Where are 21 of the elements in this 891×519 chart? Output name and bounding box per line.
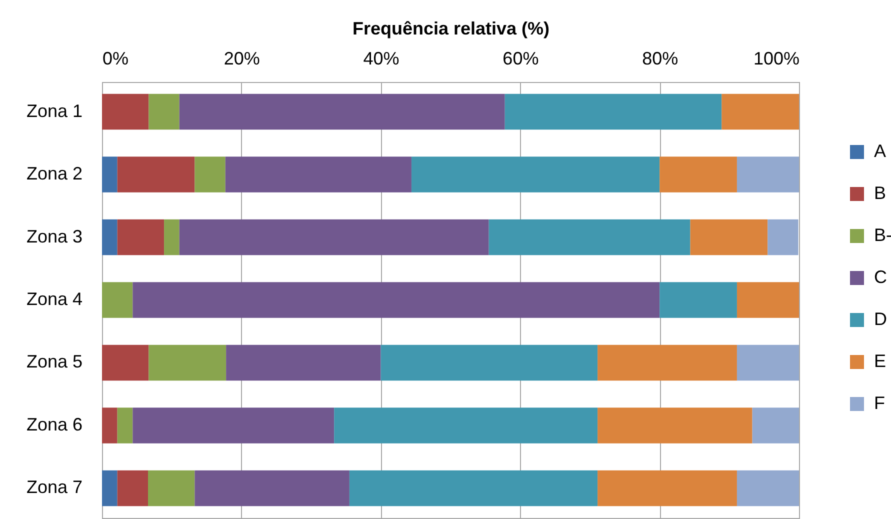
legend-label: B-: [874, 225, 891, 245]
y-tick-label: Zona 2: [26, 164, 82, 184]
y-tick-label: Zona 4: [26, 289, 82, 309]
y-tick-label: Zona 3: [26, 226, 82, 246]
legend-label: F: [874, 393, 885, 413]
x-tick-label: 80%: [642, 48, 678, 68]
y-tick-label: Zona 1: [26, 100, 82, 121]
legend-label: C: [874, 267, 887, 287]
legend-label: A: [874, 141, 886, 161]
legend-label: E: [874, 351, 886, 371]
x-tick-label: 0%: [102, 48, 129, 68]
y-tick-label: Zona 7: [26, 477, 82, 498]
x-axis-title: Frequência relativa (%): [352, 18, 550, 38]
y-tick-label: Zona 5: [26, 352, 82, 372]
x-tick-label: 100%: [753, 48, 800, 68]
x-tick-label: 40%: [363, 48, 400, 68]
x-tick-label: 60%: [502, 48, 539, 68]
legend-label: D: [874, 309, 887, 329]
legend-label: B: [874, 183, 886, 203]
y-tick-label: Zona 6: [26, 414, 82, 434]
x-tick-label: 20%: [224, 48, 260, 68]
